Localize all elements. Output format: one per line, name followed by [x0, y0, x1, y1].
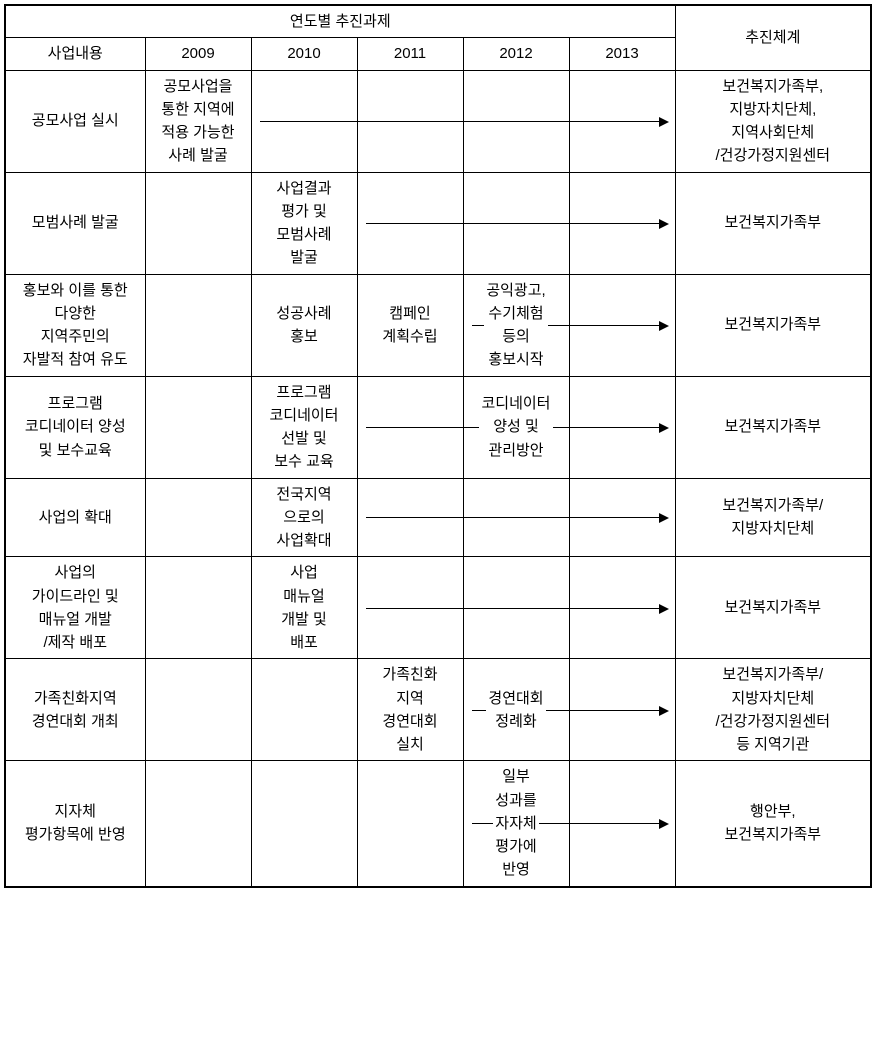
cell-2011: 가족친화지역경연대회실치 [357, 659, 463, 761]
cell-2011 [357, 376, 463, 478]
header-2011: 2011 [357, 38, 463, 70]
header-yearly-tasks: 연도별 추진과제 [5, 5, 675, 38]
cell-2010: 사업결과평가 및모범사례발굴 [251, 172, 357, 274]
table-row: 사업의가이드라인 및매뉴얼 개발/제작 배포 사업매뉴얼개발 및배포 보건복지가족부 [5, 557, 871, 659]
cell-business: 홍보와 이를 통한다양한지역주민의자발적 참여 유도 [5, 274, 145, 376]
cell-system: 행안부,보건복지가족부 [675, 761, 871, 887]
cell-system: 보건복지가족부 [675, 172, 871, 274]
cell-2013 [569, 659, 675, 761]
header-business: 사업내용 [5, 38, 145, 70]
cell-2009 [145, 376, 251, 478]
cell-business: 모범사례 발굴 [5, 172, 145, 274]
header-system: 추진체계 [675, 5, 871, 70]
cell-system: 보건복지가족부/지방자치단체/건강가정지원센터등 지역기관 [675, 659, 871, 761]
table-row: 지자체평가항목에 반영 일부성과를자자체평가에반영 행안부,보건복지가족부 [5, 761, 871, 887]
cell-2011: 캠페인계획수립 [357, 274, 463, 376]
header-2012: 2012 [463, 38, 569, 70]
cell-business: 프로그램코디네이터 양성및 보수교육 [5, 376, 145, 478]
cell-2013 [569, 376, 675, 478]
cell-2009 [145, 659, 251, 761]
cell-2009 [145, 761, 251, 887]
table-row: 프로그램코디네이터 양성및 보수교육 프로그램코디네이터선발 및보수 교육 코디네이… [5, 376, 871, 478]
cell-system: 보건복지가족부,지방자치단체,지역사회단체/건강가정지원센터 [675, 70, 871, 172]
cell-2009 [145, 478, 251, 557]
cell-2013 [569, 70, 675, 172]
cell-2010 [251, 70, 357, 172]
cell-system: 보건복지가족부/지방자치단체 [675, 478, 871, 557]
cell-business: 지자체평가항목에 반영 [5, 761, 145, 887]
table-body: 공모사업 실시공모사업을통한 지역에적용 가능한사례 발굴 보건복지가족부,지방자… [5, 70, 871, 887]
plan-table: 연도별 추진과제 추진체계 사업내용 2009 2010 2011 2012 2… [4, 4, 872, 888]
cell-2012 [463, 70, 569, 172]
cell-2011 [357, 557, 463, 659]
cell-2009 [145, 172, 251, 274]
table-row: 모범사례 발굴 사업결과평가 및모범사례발굴 보건복지가족부 [5, 172, 871, 274]
header-2009: 2009 [145, 38, 251, 70]
cell-business: 가족친화지역경연대회 개최 [5, 659, 145, 761]
cell-2013 [569, 478, 675, 557]
table-row: 홍보와 이를 통한다양한지역주민의자발적 참여 유도 성공사례홍보캠페인계획수립공… [5, 274, 871, 376]
table-row: 사업의 확대 전국지역으로의사업확대 보건복지가족부/지방자치단체 [5, 478, 871, 557]
cell-business: 사업의 확대 [5, 478, 145, 557]
cell-2013 [569, 761, 675, 887]
cell-2010: 성공사례홍보 [251, 274, 357, 376]
cell-2010 [251, 761, 357, 887]
cell-2012 [463, 478, 569, 557]
cell-business: 사업의가이드라인 및매뉴얼 개발/제작 배포 [5, 557, 145, 659]
cell-2012 [463, 557, 569, 659]
cell-2012: 공익광고,수기체험등의홍보시작 [463, 274, 569, 376]
cell-2013 [569, 172, 675, 274]
cell-2011 [357, 478, 463, 557]
cell-system: 보건복지가족부 [675, 376, 871, 478]
cell-2012: 일부성과를자자체평가에반영 [463, 761, 569, 887]
cell-business: 공모사업 실시 [5, 70, 145, 172]
header-2013: 2013 [569, 38, 675, 70]
table-row: 공모사업 실시공모사업을통한 지역에적용 가능한사례 발굴 보건복지가족부,지방자… [5, 70, 871, 172]
cell-2011 [357, 70, 463, 172]
table-row: 가족친화지역경연대회 개최 가족친화지역경연대회실치경연대회정례화 보건복지가족부/… [5, 659, 871, 761]
cell-2010: 전국지역으로의사업확대 [251, 478, 357, 557]
cell-2009 [145, 274, 251, 376]
cell-system: 보건복지가족부 [675, 274, 871, 376]
cell-2013 [569, 557, 675, 659]
header-2010: 2010 [251, 38, 357, 70]
cell-system: 보건복지가족부 [675, 557, 871, 659]
cell-2009 [145, 557, 251, 659]
cell-2012: 경연대회정례화 [463, 659, 569, 761]
cell-2010: 프로그램코디네이터선발 및보수 교육 [251, 376, 357, 478]
cell-2012 [463, 172, 569, 274]
cell-2011 [357, 172, 463, 274]
cell-2012: 코디네이터양성 및관리방안 [463, 376, 569, 478]
cell-2013 [569, 274, 675, 376]
cell-2011 [357, 761, 463, 887]
cell-2010 [251, 659, 357, 761]
cell-2010: 사업매뉴얼개발 및배포 [251, 557, 357, 659]
cell-2009: 공모사업을통한 지역에적용 가능한사례 발굴 [145, 70, 251, 172]
